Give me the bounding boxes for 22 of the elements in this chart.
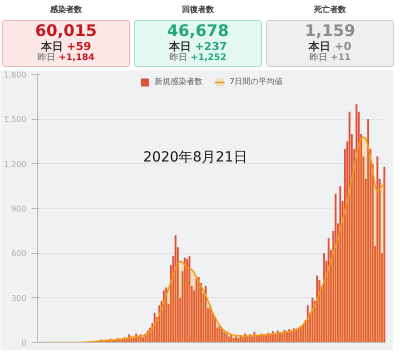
legend-label: 新規感染者数 — [154, 76, 202, 87]
y-tick-label: 0 — [21, 338, 27, 348]
y-tick-label: 1,200 — [4, 160, 27, 169]
y-tick-label: 300 — [11, 294, 27, 303]
y-tick-label: 600 — [11, 249, 27, 258]
legend-label: 7日間の平均値 — [229, 76, 283, 87]
text: 昨日 +11 — [308, 53, 352, 64]
text: 回復者数 — [181, 4, 215, 16]
text: 本日 +237 — [168, 40, 228, 54]
y-tick-label: 1,500 — [4, 115, 27, 124]
text: 感染者数 — [49, 4, 83, 16]
text: 46,678 — [166, 21, 230, 40]
text: 本日 +0 — [307, 40, 352, 54]
y-tick-label: 900 — [11, 204, 27, 214]
text: 1,159 — [304, 21, 356, 40]
y-tick-label: 1,800 — [4, 70, 27, 80]
text: 昨日 +1,184 — [36, 53, 96, 64]
annotation: 2020年8月21日 — [143, 150, 248, 166]
text: 死亡者数 — [313, 4, 347, 16]
text: 昨日 +1,252 — [168, 53, 228, 64]
text: 本日 +59 — [40, 40, 92, 54]
text: 60,015 — [34, 21, 98, 40]
